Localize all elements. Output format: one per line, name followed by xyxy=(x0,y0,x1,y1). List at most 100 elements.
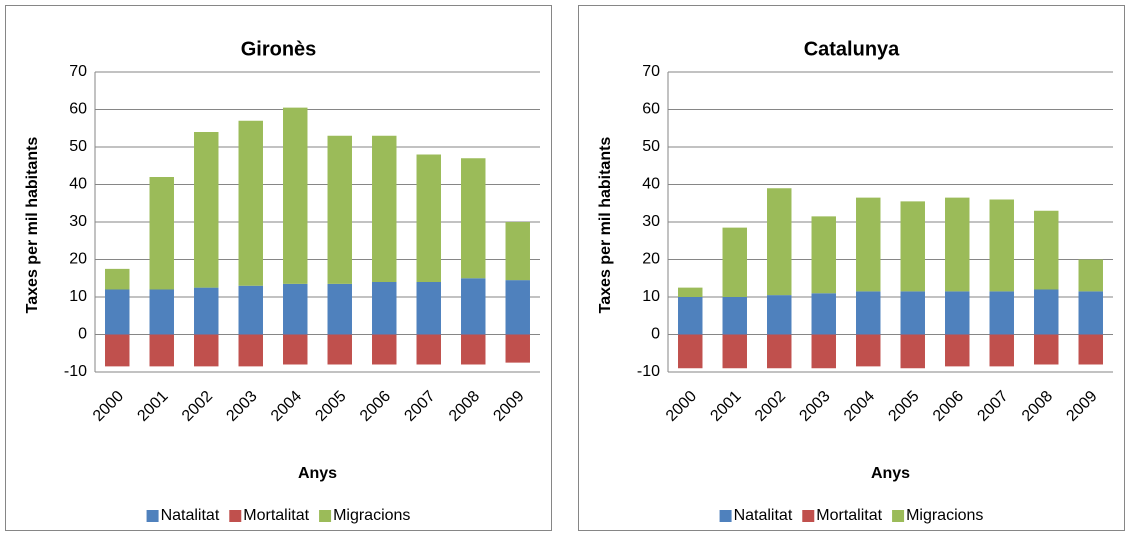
bar xyxy=(1078,334,1103,365)
legend-label: Natalitat xyxy=(734,507,793,524)
bar xyxy=(149,289,174,335)
bar xyxy=(722,297,747,335)
y-tick-label: -10 xyxy=(637,363,660,380)
chart-title: Gironès xyxy=(241,38,317,60)
bar xyxy=(945,197,970,292)
y-tick-label: 10 xyxy=(642,288,660,305)
bar xyxy=(945,291,970,335)
y-axis-title: Taxes per mil habitants xyxy=(597,137,614,314)
bar xyxy=(811,334,836,369)
bar xyxy=(461,334,486,365)
legend-label: Natalitat xyxy=(161,507,220,524)
bar xyxy=(327,334,352,365)
bar xyxy=(194,334,219,367)
bar xyxy=(105,268,130,290)
bar xyxy=(900,334,925,369)
bar xyxy=(678,297,703,335)
bar xyxy=(149,334,174,367)
bar xyxy=(461,278,486,335)
y-tick-label: 40 xyxy=(69,176,87,193)
bar xyxy=(1034,334,1059,365)
y-tick-label: 30 xyxy=(642,213,660,230)
bar xyxy=(856,334,881,367)
y-axis-title: Taxes per mil habitants xyxy=(24,137,41,314)
bar xyxy=(283,334,308,365)
bar xyxy=(327,283,352,335)
bar xyxy=(194,287,219,335)
legend-label: Mortalitat xyxy=(816,507,882,524)
bar xyxy=(149,177,174,290)
chart-title: Catalunya xyxy=(804,38,900,60)
bar xyxy=(372,282,397,335)
x-axis-title: Anys xyxy=(298,465,337,482)
bar xyxy=(1078,259,1103,292)
bar xyxy=(722,227,747,297)
y-tick-label: -10 xyxy=(64,363,87,380)
legend-swatch xyxy=(319,510,332,522)
bar xyxy=(283,107,308,284)
bar xyxy=(900,201,925,292)
bar xyxy=(989,291,1014,335)
bar xyxy=(327,135,352,284)
bar xyxy=(945,334,970,367)
y-tick-label: 20 xyxy=(69,251,87,268)
bar xyxy=(461,158,486,279)
bar xyxy=(505,222,530,281)
legend-swatch xyxy=(892,510,905,522)
bar xyxy=(105,334,130,367)
bar xyxy=(416,154,441,282)
bar xyxy=(900,291,925,335)
bar xyxy=(678,287,703,297)
bar xyxy=(767,295,792,335)
bar xyxy=(238,120,263,286)
y-tick-label: 70 xyxy=(642,63,660,80)
legend-swatch xyxy=(802,510,815,522)
legend-label: Migracions xyxy=(333,507,410,524)
legend: Natalitat Mortalitat Migracions xyxy=(146,507,410,524)
y-tick-label: 60 xyxy=(642,101,660,118)
legend-swatch xyxy=(146,510,159,522)
y-tick-label: 60 xyxy=(69,101,87,118)
bar xyxy=(1034,289,1059,335)
y-tick-label: 50 xyxy=(69,138,87,155)
bar xyxy=(678,334,703,369)
y-tick-label: 30 xyxy=(69,213,87,230)
bar xyxy=(1034,210,1059,290)
legend-swatch xyxy=(229,510,242,522)
y-tick-label: 0 xyxy=(78,326,87,343)
panel-border xyxy=(5,5,552,531)
bar xyxy=(989,334,1014,367)
bar xyxy=(505,280,530,335)
bar xyxy=(416,334,441,365)
bar xyxy=(372,135,397,282)
y-tick-label: 0 xyxy=(651,326,660,343)
bar xyxy=(505,334,530,363)
bar xyxy=(238,285,263,335)
bar xyxy=(372,334,397,365)
bar xyxy=(283,283,308,335)
bar xyxy=(989,199,1014,292)
y-tick-label: 40 xyxy=(642,176,660,193)
bar xyxy=(767,334,792,369)
legend-swatch xyxy=(719,510,732,522)
bar xyxy=(416,282,441,335)
bar xyxy=(194,132,219,288)
y-tick-label: 70 xyxy=(69,63,87,80)
bar xyxy=(856,291,881,335)
bar xyxy=(767,188,792,296)
y-tick-label: 50 xyxy=(642,138,660,155)
bar xyxy=(722,334,747,369)
bar xyxy=(811,293,836,335)
bar xyxy=(856,197,881,292)
bar xyxy=(1078,291,1103,335)
x-axis-title: Anys xyxy=(871,465,910,482)
legend-label: Migracions xyxy=(906,507,983,524)
legend-label: Mortalitat xyxy=(243,507,309,524)
legend: Natalitat Mortalitat Migracions xyxy=(719,507,983,524)
y-tick-label: 20 xyxy=(642,251,660,268)
bar xyxy=(238,334,263,367)
